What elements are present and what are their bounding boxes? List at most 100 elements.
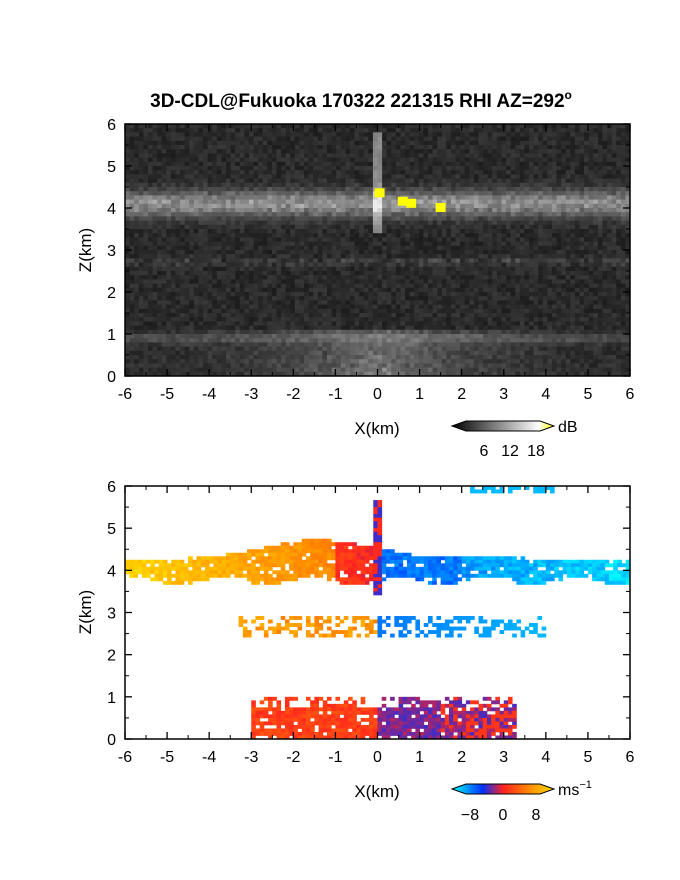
reflectivity-cell <box>253 208 259 213</box>
reflectivity-cell <box>574 262 580 268</box>
reflectivity-cell <box>409 224 415 230</box>
reflectivity-cell <box>230 229 236 234</box>
reflectivity-cell <box>597 166 603 171</box>
reflectivity-cell <box>515 195 521 200</box>
reflectivity-cell <box>607 157 613 163</box>
reflectivity-cell <box>501 292 507 297</box>
reflectivity-cell <box>570 258 576 263</box>
reflectivity-cell <box>602 275 608 280</box>
reflectivity-cell <box>143 300 149 305</box>
reflectivity-cell <box>207 229 213 234</box>
reflectivity-cell <box>147 157 153 163</box>
reflectivity-cell <box>441 275 447 280</box>
reflectivity-cell <box>547 212 553 217</box>
reflectivity-cell <box>391 283 397 289</box>
reflectivity-cell <box>262 216 268 221</box>
reflectivity-cell <box>285 187 291 192</box>
reflectivity-cell <box>258 283 264 289</box>
reflectivity-cell <box>588 208 594 213</box>
reflectivity-cell <box>533 224 539 230</box>
reflectivity-cell <box>290 229 296 234</box>
reflectivity-cell <box>372 266 378 272</box>
reflectivity-cell <box>492 153 498 158</box>
reflectivity-cell <box>184 145 190 150</box>
reflectivity-cell <box>428 140 433 146</box>
reflectivity-cell <box>244 166 250 171</box>
reflectivity-cell <box>134 187 140 192</box>
reflectivity-cell <box>611 233 617 238</box>
reflectivity-cell <box>487 128 493 133</box>
reflectivity-cell <box>473 166 479 171</box>
reflectivity-cell <box>625 145 630 150</box>
reflectivity-cell <box>542 208 548 213</box>
reflectivity-cell <box>363 212 369 217</box>
reflectivity-cell <box>143 208 149 213</box>
reflectivity-cell <box>607 220 613 226</box>
reflectivity-cell <box>221 157 227 163</box>
reflectivity-cell <box>529 250 534 255</box>
reflectivity-cell <box>450 266 456 272</box>
reflectivity-cell <box>253 182 259 188</box>
reflectivity-cell <box>294 128 300 133</box>
reflectivity-cell <box>349 216 355 221</box>
reflectivity-cell <box>175 296 181 301</box>
reflectivity-cell <box>372 224 378 230</box>
reflectivity-cell <box>184 187 190 192</box>
reflectivity-cell <box>198 199 204 205</box>
reflectivity-cell <box>322 304 328 310</box>
reflectivity-cell <box>345 149 351 154</box>
reflectivity-cell <box>331 157 337 163</box>
reflectivity-cell <box>276 245 282 251</box>
reflectivity-cell <box>134 182 140 188</box>
reflectivity-cell <box>496 136 502 142</box>
reflectivity-cell <box>382 195 388 200</box>
reflectivity-cell <box>345 266 351 272</box>
reflectivity-cell <box>428 254 433 259</box>
reflectivity-cell <box>248 140 254 146</box>
reflectivity-cell <box>198 170 204 175</box>
reflectivity-cell <box>125 283 130 289</box>
reflectivity-cell <box>524 149 530 154</box>
reflectivity-cell <box>331 304 337 310</box>
reflectivity-cell <box>464 241 470 247</box>
reflectivity-cell <box>147 220 153 226</box>
reflectivity-cell <box>455 170 461 175</box>
reflectivity-cell <box>230 287 236 293</box>
reflectivity-cell <box>510 266 516 272</box>
reflectivity-cell <box>189 262 195 268</box>
reflectivity-cell <box>423 241 429 247</box>
reflectivity-cell <box>175 136 181 142</box>
reflectivity-cell <box>327 271 332 276</box>
reflectivity-cell <box>446 170 452 175</box>
reflectivity-cell <box>294 308 300 314</box>
reflectivity-cell <box>496 220 502 226</box>
reflectivity-cell <box>382 128 388 133</box>
reflectivity-cell <box>538 149 544 154</box>
reflectivity-cell <box>331 161 337 167</box>
reflectivity-cell <box>336 224 342 230</box>
reflectivity-cell <box>547 170 553 175</box>
reflectivity-cell <box>152 296 158 301</box>
reflectivity-cell <box>405 283 411 289</box>
reflectivity-cell <box>414 149 420 154</box>
reflectivity-cell <box>487 287 493 293</box>
reflectivity-cell <box>207 136 213 142</box>
reflectivity-cell <box>253 191 259 196</box>
reflectivity-cell <box>538 128 544 133</box>
reflectivity-cell <box>143 233 149 238</box>
reflectivity-cell <box>226 245 231 251</box>
reflectivity-cell <box>180 124 186 129</box>
reflectivity-cell <box>313 203 319 209</box>
reflectivity-cell <box>340 279 346 284</box>
reflectivity-cell <box>529 233 534 238</box>
reflectivity-cell <box>487 300 493 305</box>
reflectivity-cell <box>418 166 424 171</box>
reflectivity-cell <box>354 195 360 200</box>
reflectivity-cell <box>299 140 305 146</box>
reflectivity-cell <box>308 292 314 297</box>
reflectivity-cell <box>515 149 521 154</box>
reflectivity-cell <box>294 300 300 305</box>
reflectivity-cell <box>258 258 264 263</box>
reflectivity-cell <box>400 140 406 146</box>
reflectivity-cell <box>432 296 438 301</box>
